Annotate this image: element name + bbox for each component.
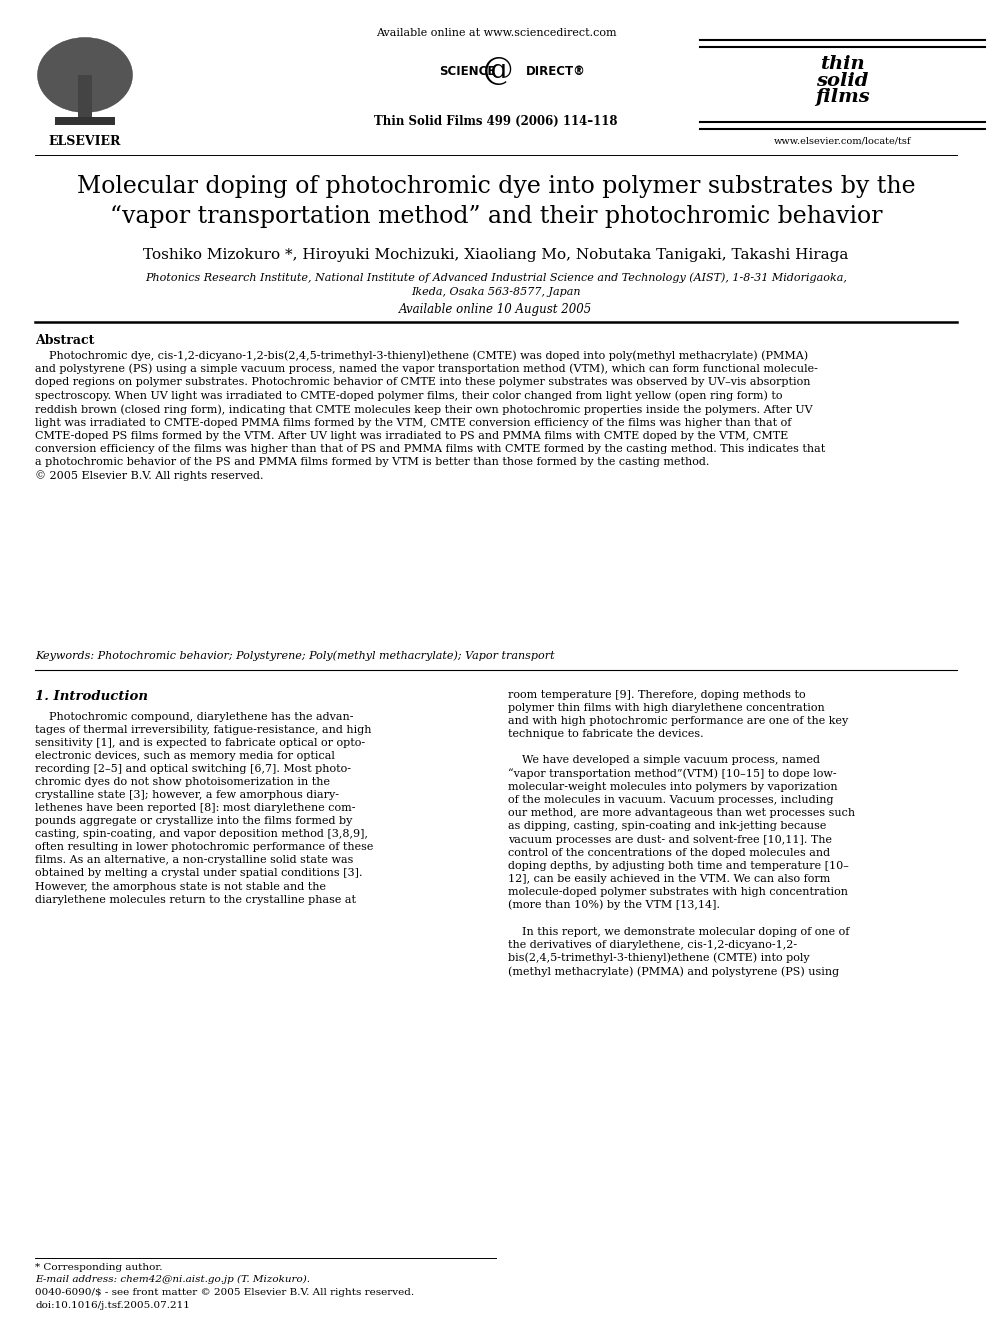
Text: Available online at www.sciencedirect.com: Available online at www.sciencedirect.co… bbox=[376, 28, 616, 38]
Text: Keywords: Photochromic behavior; Polystyrene; Poly(methyl methacrylate); Vapor t: Keywords: Photochromic behavior; Polysty… bbox=[35, 650, 555, 660]
Text: www.elsevier.com/locate/tsf: www.elsevier.com/locate/tsf bbox=[774, 136, 912, 146]
FancyBboxPatch shape bbox=[78, 75, 92, 120]
Text: doi:10.1016/j.tsf.2005.07.211: doi:10.1016/j.tsf.2005.07.211 bbox=[35, 1301, 189, 1310]
Text: @: @ bbox=[483, 56, 513, 86]
Text: room temperature [9]. Therefore, doping methods to
polymer thin films with high : room temperature [9]. Therefore, doping … bbox=[509, 691, 856, 978]
Ellipse shape bbox=[38, 37, 133, 112]
Text: Photonics Research Institute, National Institute of Advanced Industrial Science : Photonics Research Institute, National I… bbox=[145, 273, 847, 283]
Text: Molecular doping of photochromic dye into polymer substrates by the: Molecular doping of photochromic dye int… bbox=[76, 175, 916, 198]
Text: * Corresponding author.: * Corresponding author. bbox=[35, 1263, 163, 1271]
Text: thin
solid
films: thin solid films bbox=[815, 56, 870, 106]
Text: “vapor transportation method” and their photochromic behavior: “vapor transportation method” and their … bbox=[110, 205, 882, 228]
Text: Available online 10 August 2005: Available online 10 August 2005 bbox=[400, 303, 592, 316]
FancyBboxPatch shape bbox=[55, 116, 115, 124]
Text: Ikeda, Osaka 563-8577, Japan: Ikeda, Osaka 563-8577, Japan bbox=[412, 287, 580, 296]
Text: 0040-6090/$ - see front matter © 2005 Elsevier B.V. All rights reserved.: 0040-6090/$ - see front matter © 2005 El… bbox=[35, 1289, 414, 1297]
Text: SCIENCE: SCIENCE bbox=[439, 65, 496, 78]
Text: ELSEVIER: ELSEVIER bbox=[49, 135, 121, 148]
Text: DIRECT®: DIRECT® bbox=[526, 65, 586, 78]
Text: 1. Introduction: 1. Introduction bbox=[35, 691, 148, 703]
Text: E-mail address: chem42@ni.aist.go.jp (T. Mizokuro).: E-mail address: chem42@ni.aist.go.jp (T.… bbox=[35, 1275, 310, 1285]
Text: Photochromic compound, diarylethene has the advan-
tages of thermal irreversibil: Photochromic compound, diarylethene has … bbox=[35, 712, 373, 905]
Text: Abstract: Abstract bbox=[35, 333, 94, 347]
Text: Photochromic dye, cis-1,2-dicyano-1,2-bis(2,4,5-trimethyl-3-thienyl)ethene (CMTE: Photochromic dye, cis-1,2-dicyano-1,2-bi… bbox=[35, 351, 825, 482]
Text: Thin Solid Films 499 (2006) 114–118: Thin Solid Films 499 (2006) 114–118 bbox=[374, 115, 618, 128]
Text: Toshiko Mizokuro *, Hiroyuki Mochizuki, Xiaoliang Mo, Nobutaka Tanigaki, Takashi: Toshiko Mizokuro *, Hiroyuki Mochizuki, … bbox=[143, 247, 849, 262]
